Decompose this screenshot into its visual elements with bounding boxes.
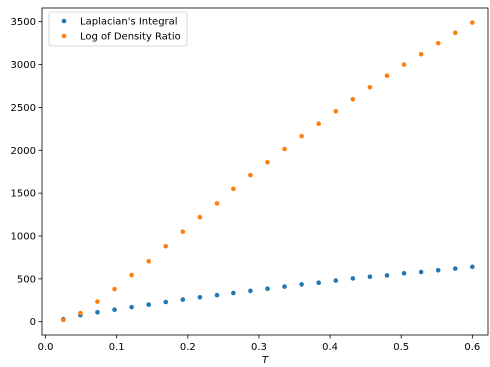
y-axis-ticks: 0 500 1000 1500 2000 2500 3000 3500 bbox=[11, 17, 42, 328]
x-tick-label: 0.0 bbox=[38, 342, 54, 353]
x-axis-ticks: 0.0 0.1 0.2 0.3 0.4 0.5 0.6 bbox=[38, 335, 480, 353]
data-point bbox=[248, 172, 253, 178]
data-point bbox=[112, 307, 117, 313]
data-point bbox=[129, 272, 134, 278]
legend-frame bbox=[48, 11, 188, 47]
data-point bbox=[470, 264, 475, 270]
data-point bbox=[401, 270, 407, 276]
data-point bbox=[163, 299, 169, 305]
data-point bbox=[214, 292, 220, 298]
data-point bbox=[282, 146, 287, 152]
x-tick-label: 0.4 bbox=[322, 342, 338, 353]
legend-label: Laplacian's Integral bbox=[80, 17, 178, 28]
data-point bbox=[299, 133, 304, 139]
data-point bbox=[384, 273, 390, 278]
data-point bbox=[333, 108, 339, 114]
data-point bbox=[163, 243, 169, 249]
x-tick-label: 0.2 bbox=[180, 342, 196, 353]
data-point bbox=[350, 276, 356, 281]
y-tick-label: 0 bbox=[30, 317, 36, 328]
y-tick-label: 1000 bbox=[11, 232, 36, 243]
data-point bbox=[214, 201, 220, 206]
data-point bbox=[112, 286, 117, 292]
data-point bbox=[146, 302, 151, 307]
data-point bbox=[197, 294, 203, 300]
data-point bbox=[367, 274, 373, 280]
data-point bbox=[418, 51, 424, 57]
legend-marker bbox=[61, 18, 67, 24]
data-point bbox=[435, 40, 441, 46]
y-tick-label: 3000 bbox=[11, 60, 36, 71]
x-tick-label: 0.3 bbox=[251, 342, 267, 353]
data-point bbox=[129, 304, 134, 310]
data-point bbox=[401, 62, 407, 67]
data-point bbox=[197, 214, 203, 220]
data-point bbox=[78, 310, 83, 316]
y-tick-label: 1500 bbox=[11, 189, 36, 200]
data-point bbox=[367, 84, 373, 90]
data-point bbox=[452, 266, 458, 271]
data-point bbox=[265, 286, 270, 292]
data-point bbox=[231, 186, 236, 192]
data-point bbox=[282, 284, 287, 289]
data-point bbox=[61, 317, 66, 323]
data-point bbox=[146, 258, 151, 264]
data-point bbox=[452, 30, 458, 36]
data-point bbox=[435, 267, 441, 273]
series-1 bbox=[61, 20, 475, 323]
x-axis-label: T bbox=[262, 355, 269, 366]
data-point bbox=[299, 282, 304, 287]
y-tick-label: 500 bbox=[17, 274, 36, 285]
legend-label: Log of Density Ratio bbox=[80, 32, 181, 43]
data-point bbox=[384, 73, 390, 79]
y-tick-label: 2000 bbox=[11, 146, 36, 157]
data-point bbox=[316, 121, 322, 127]
x-tick-label: 0.6 bbox=[464, 342, 480, 353]
legend: Laplacian's Integral Log of Density Ratio bbox=[48, 11, 188, 47]
data-point bbox=[180, 229, 186, 235]
data-point bbox=[316, 280, 322, 286]
plot-area bbox=[41, 7, 489, 336]
data-point bbox=[470, 20, 475, 25]
y-tick-label: 3500 bbox=[11, 17, 36, 28]
data-point bbox=[95, 299, 100, 304]
data-point bbox=[180, 297, 186, 302]
x-tick-label: 0.1 bbox=[109, 342, 125, 353]
data-points bbox=[61, 20, 475, 323]
data-point bbox=[248, 288, 253, 294]
x-tick-label: 0.5 bbox=[393, 342, 409, 353]
data-point bbox=[231, 290, 236, 296]
legend-marker bbox=[61, 33, 67, 39]
data-point bbox=[418, 269, 424, 275]
data-point bbox=[350, 96, 356, 102]
y-tick-label: 2500 bbox=[11, 103, 36, 114]
data-point bbox=[95, 309, 100, 315]
data-point bbox=[265, 159, 270, 165]
data-point bbox=[333, 278, 339, 283]
